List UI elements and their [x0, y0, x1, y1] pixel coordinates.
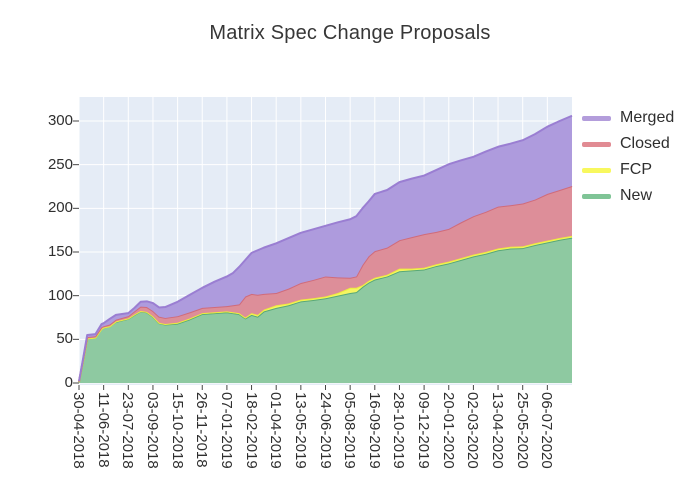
x-tick-label: 26-11-2018: [193, 392, 211, 468]
legend-marker-fcp: [582, 167, 611, 173]
x-tick-label: 01-04-2019: [267, 392, 285, 469]
x-tick-label: 09-12-2019: [415, 392, 433, 469]
x-tick-label: 18-02-2019: [242, 392, 260, 469]
y-tick-label: 0: [64, 374, 73, 391]
x-tick-label: 05-08-2019: [341, 392, 359, 469]
x-tick-label: 02-03-2020: [464, 392, 482, 469]
x-tick-label: 25-05-2020: [513, 392, 531, 469]
y-tick-label: 200: [47, 199, 73, 217]
legend-label: New: [620, 187, 653, 204]
legend-label: Merged: [620, 109, 675, 126]
x-tick-label: 06-07-2020: [538, 392, 556, 469]
tick-marks: [73, 120, 548, 390]
x-tick-label: 30-04-2018: [70, 392, 87, 469]
x-tick-label: 15-10-2018: [168, 392, 186, 469]
legend-label: Closed: [620, 135, 670, 152]
x-tick-label: 28-10-2019: [390, 392, 408, 469]
legend-item-merged[interactable]: Merged: [582, 105, 674, 131]
y-tick-label: 150: [47, 243, 73, 260]
y-tick-label: 300: [47, 112, 73, 129]
legend-item-new[interactable]: New: [582, 183, 652, 209]
y-tick-label: 250: [47, 155, 73, 173]
x-tick-label: 07-01-2019: [217, 392, 235, 469]
legend-marker-new: [582, 193, 611, 199]
y-tick-label: 50: [56, 330, 73, 348]
line-merged: [78, 114, 573, 382]
x-tick-label: 24-06-2019: [316, 392, 334, 469]
x-tick-label: 13-05-2019: [291, 392, 309, 469]
x-tick-label: 20-01-2020: [439, 392, 457, 469]
legend-item-fcp[interactable]: FCP: [582, 157, 652, 183]
area-closed[interactable]: [79, 186, 572, 383]
chart-title: Matrix Spec Change Proposals: [209, 22, 491, 44]
x-tick-label: 23-07-2018: [119, 392, 137, 469]
area-merged[interactable]: [79, 115, 572, 382]
legend-marker-closed: [582, 141, 611, 147]
x-tick-label: 03-09-2018: [143, 392, 161, 469]
legend-marker-merged: [582, 115, 611, 121]
y-tick-label: 100: [47, 286, 73, 304]
area-new[interactable]: [79, 237, 572, 383]
x-tick-label: 11-06-2018: [94, 392, 112, 468]
legend-item-closed[interactable]: Closed: [582, 131, 670, 157]
x-tick-label: 13-04-2020: [489, 392, 507, 469]
legend-label: FCP: [620, 161, 652, 178]
x-tick-label: 16-09-2019: [365, 392, 383, 469]
